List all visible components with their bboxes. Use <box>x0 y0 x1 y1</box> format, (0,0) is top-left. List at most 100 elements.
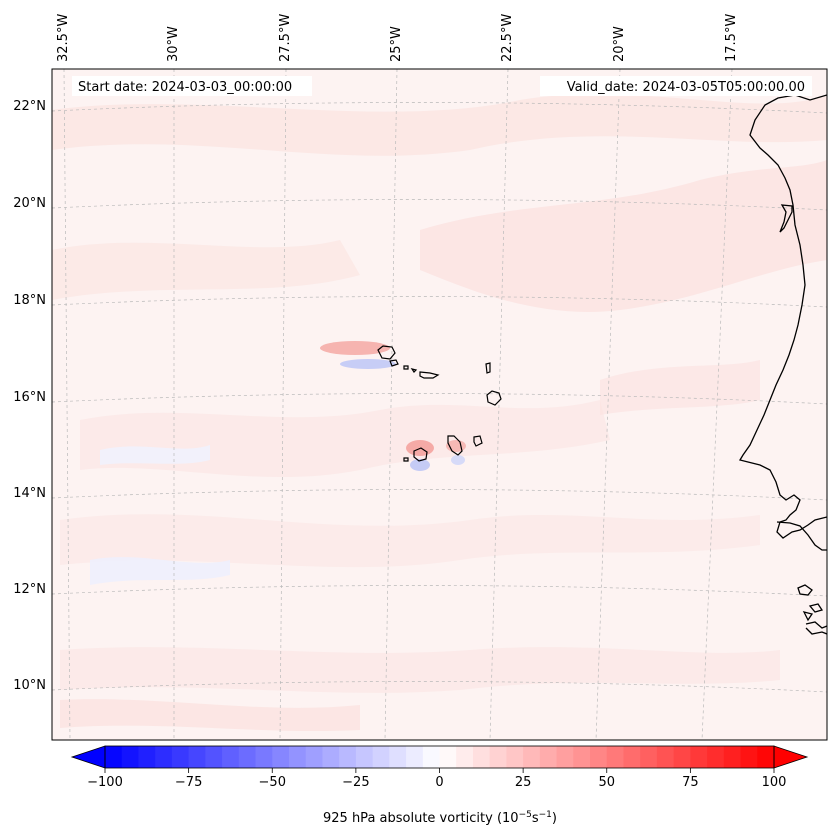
colorbar-cell <box>656 746 675 768</box>
colorbar-cell <box>757 746 775 768</box>
latitude-label: 16°N <box>13 390 46 405</box>
colorbar-cell <box>272 746 290 768</box>
meridian-line <box>701 69 733 740</box>
colorbar-cell <box>606 746 624 768</box>
longitude-label: 30°W <box>166 26 181 62</box>
colorbar-cell <box>105 746 123 768</box>
meridian-line <box>279 69 287 740</box>
colorbar-cell <box>305 746 323 768</box>
colorbar-tick-label: 0 <box>435 775 443 790</box>
colorbar-extend-max <box>773 745 809 769</box>
colorbar-cell <box>506 746 524 768</box>
parallel-line <box>52 489 827 501</box>
parallel-line <box>52 102 827 114</box>
colorbar-cell <box>539 746 558 768</box>
colorbar-tick-label: −25 <box>342 775 369 790</box>
island-santiago <box>447 435 463 456</box>
colorbar-tick-label: 50 <box>598 775 615 790</box>
island-santa-luzia <box>403 365 409 370</box>
valid-date-label: Valid_date: 2024-03-05T05:00:00.00 <box>567 80 805 95</box>
vorticity-patch <box>52 94 827 156</box>
latitude-label: 10°N <box>13 678 46 693</box>
coastline-bijagos <box>797 584 824 622</box>
parallel-line <box>52 393 827 405</box>
vorticity-patch <box>100 445 210 465</box>
longitude-label: 32.5°W <box>56 14 71 62</box>
colorbar-cell <box>573 746 591 768</box>
island-brava <box>403 457 409 462</box>
african-coastline <box>738 94 827 635</box>
colorbar: −100 −75 −50 −25 0 25 50 75 100 925 hPa absolute… <box>70 745 809 826</box>
valid-date-box <box>540 76 812 96</box>
parallel-line <box>52 199 827 211</box>
coastline-guinea <box>805 621 827 635</box>
island-sao-nicolau <box>410 368 440 379</box>
latitude-label: 20°N <box>13 196 46 211</box>
colorbar-extend-min <box>70 745 106 769</box>
colorbar-cell <box>740 746 758 768</box>
vorticity-patch <box>320 341 390 355</box>
island-sao-vicente <box>389 359 399 367</box>
vorticity-patch <box>451 455 465 465</box>
vorticity-patch <box>340 359 396 369</box>
colorbar-cell <box>355 746 374 768</box>
colorbar-tick-label: 25 <box>515 775 532 790</box>
parallel-line <box>52 681 827 693</box>
colorbar-cell <box>439 746 457 768</box>
colorbar-tick-label: −50 <box>259 775 286 790</box>
cape-verde-islands <box>377 345 502 462</box>
colorbar-cell <box>456 746 474 768</box>
colorbar-label: 925 hPa absolute vorticity (10−5s−1) <box>323 810 557 826</box>
meridian-line <box>384 69 398 740</box>
colorbar-ticks: −100 −75 −50 −25 0 25 50 75 100 <box>87 768 786 790</box>
colorbar-cell <box>372 746 390 768</box>
longitude-label: 27.5°W <box>278 14 293 62</box>
colorbar-cell <box>121 746 139 768</box>
island-santo-antao <box>377 345 396 360</box>
coastline-guinea-bissau <box>776 521 827 551</box>
map-frame <box>51 68 828 741</box>
longitude-labels: 32.5°W 30°W 27.5°W 25°W 22.5°W 20°W 17.5°W <box>56 14 739 62</box>
longitude-label: 17.5°W <box>724 14 739 62</box>
colorbar-cell <box>188 746 206 768</box>
coastline-west-africa <box>738 94 827 539</box>
colorbar-cell <box>205 746 223 768</box>
island-sal <box>485 362 491 374</box>
colorbar-cell <box>623 746 641 768</box>
latitude-label: 12°N <box>13 582 46 597</box>
island-boa-vista <box>486 390 502 406</box>
colorbar-cell <box>523 746 541 768</box>
parallel-line <box>52 585 827 597</box>
vorticity-patch <box>420 160 827 312</box>
colorbar-cell <box>322 746 340 768</box>
colorbar-tick-label: 100 <box>762 775 787 790</box>
vorticity-patch <box>60 647 780 693</box>
latitude-label: 18°N <box>13 293 46 308</box>
colorbar-tick-label: −100 <box>87 775 123 790</box>
vorticity-patch <box>60 699 360 732</box>
map-panel: Start date: 2024-03-03_00:00:00 Valid_da… <box>51 68 828 741</box>
colorbar-cell <box>238 746 257 768</box>
gridlines <box>52 69 827 740</box>
colorbar-cell <box>489 746 507 768</box>
meridian-line <box>63 69 71 740</box>
colorbar-tick-label: −75 <box>175 775 202 790</box>
colorbar-tick-label: 75 <box>682 775 699 790</box>
vorticity-patch <box>600 360 760 415</box>
colorbar-cell <box>422 746 440 768</box>
colorbar-cell <box>640 746 658 768</box>
colorbar-cell <box>472 746 491 768</box>
start-date-box <box>72 76 312 96</box>
colorbar-cell <box>138 746 156 768</box>
colorbar-cell <box>556 746 574 768</box>
latitude-label: 14°N <box>13 486 46 501</box>
colorbar-cell <box>389 746 407 768</box>
vorticity-patch <box>90 557 230 585</box>
vorticity-field <box>52 69 827 740</box>
colorbar-cell <box>690 746 708 768</box>
colorbar-cell <box>288 746 307 768</box>
latitude-labels: 22°N 20°N 18°N 16°N 14°N 12°N 10°N <box>13 99 46 693</box>
colorbar-cell <box>590 746 608 768</box>
parallel-line <box>52 296 827 308</box>
latitude-label: 22°N <box>13 99 46 114</box>
